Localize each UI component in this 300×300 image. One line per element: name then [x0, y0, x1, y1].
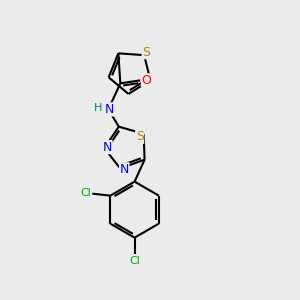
Text: N: N: [120, 163, 129, 176]
Text: Cl: Cl: [80, 188, 91, 198]
Text: S: S: [142, 46, 150, 59]
Text: O: O: [141, 74, 151, 87]
Text: Cl: Cl: [129, 256, 140, 266]
Text: N: N: [105, 103, 114, 116]
Text: S: S: [136, 130, 144, 143]
Text: H: H: [94, 103, 103, 113]
Text: N: N: [103, 141, 112, 154]
